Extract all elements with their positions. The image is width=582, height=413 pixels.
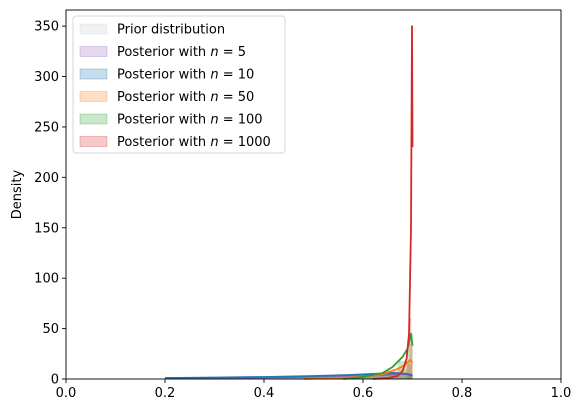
y-tick-label-5: 250 — [34, 120, 59, 135]
legend-label-3: Posterior with n = 50 — [117, 90, 254, 105]
histogram-bar-series-3-2 — [363, 375, 383, 379]
x-tick-label-5: 1.0 — [551, 386, 572, 401]
y-tick-label-0: 0 — [51, 373, 59, 388]
legend-swatch-2 — [79, 68, 108, 80]
y-axis-label: Density — [10, 169, 25, 219]
kde-line-series-5 — [372, 25, 414, 380]
legend-swatch-3 — [79, 91, 108, 102]
legend-label-2: Posterior with n = 10 — [117, 68, 254, 83]
histogram-bar-series-3-3 — [382, 373, 398, 379]
legend-swatch-5 — [79, 136, 108, 147]
axes-frame — [65, 9, 562, 380]
legend-label-1: Posterior with n = 5 — [117, 45, 246, 60]
y-tick-label-4: 200 — [34, 171, 59, 186]
kde-line-series-4 — [343, 332, 414, 380]
x-tick-label-2: 0.4 — [254, 386, 275, 401]
histogram-bar-series-1-4 — [363, 375, 388, 379]
kde-line-series-2 — [164, 372, 413, 379]
histogram-bar-series-5-2 — [411, 333, 413, 379]
plot-area — [164, 25, 414, 380]
histogram-bar-series-5-0 — [406, 360, 410, 379]
histogram-bar-series-1-2 — [264, 377, 314, 379]
y-tick-label-2: 100 — [34, 272, 59, 287]
kde-line-series-3 — [303, 358, 414, 380]
histogram-bar-series-4-4 — [407, 343, 413, 379]
legend-label-0: Prior distribution — [117, 23, 225, 38]
legend-swatch-1 — [79, 46, 108, 57]
y-tick-label-3: 150 — [34, 221, 59, 236]
histogram-bar-series-5-1 — [409, 318, 412, 379]
histogram-bar-series-4-1 — [363, 375, 383, 379]
y-tick-label-1: 50 — [42, 322, 59, 337]
histogram-bar-series-2-5 — [387, 372, 413, 379]
histogram-bar-series-2-4 — [363, 373, 388, 379]
legend-label-5: Posterior with n = 1000 — [117, 135, 271, 150]
legend-swatch-0 — [79, 23, 108, 35]
y-tick-label-6: 300 — [34, 70, 59, 85]
histogram-bar-series-1-5 — [387, 374, 413, 379]
x-tick-label-0: 0.0 — [56, 386, 77, 401]
legend-swatch-4 — [79, 113, 108, 125]
y-tick-label-7: 350 — [34, 20, 59, 35]
x-tick-label-3: 0.6 — [353, 386, 374, 401]
histogram-bar-series-3-5 — [407, 363, 413, 379]
legend: Prior distribution Posterior with n = 5 Po… — [72, 15, 286, 154]
legend-label-4: Posterior with n = 100 — [117, 113, 263, 128]
x-tick-label-1: 0.2 — [155, 386, 176, 401]
legend-box — [72, 15, 286, 154]
x-tick-label-4: 0.8 — [452, 386, 473, 401]
axes: 0.0 0.2 0.4 0.6 0.8 1.0 0 50 100 150 200 250 300 350 D… — [10, 9, 572, 401]
